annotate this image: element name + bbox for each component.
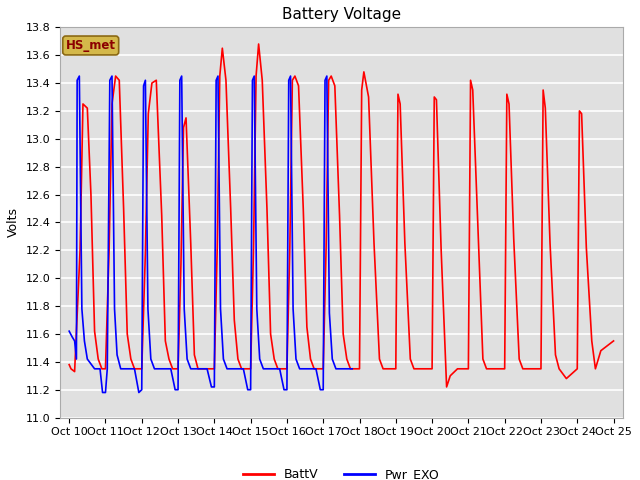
Y-axis label: Volts: Volts	[7, 207, 20, 238]
Text: HS_met: HS_met	[66, 39, 116, 52]
Legend: BattV, Pwr_EXO: BattV, Pwr_EXO	[238, 463, 445, 480]
Title: Battery Voltage: Battery Voltage	[282, 7, 401, 22]
